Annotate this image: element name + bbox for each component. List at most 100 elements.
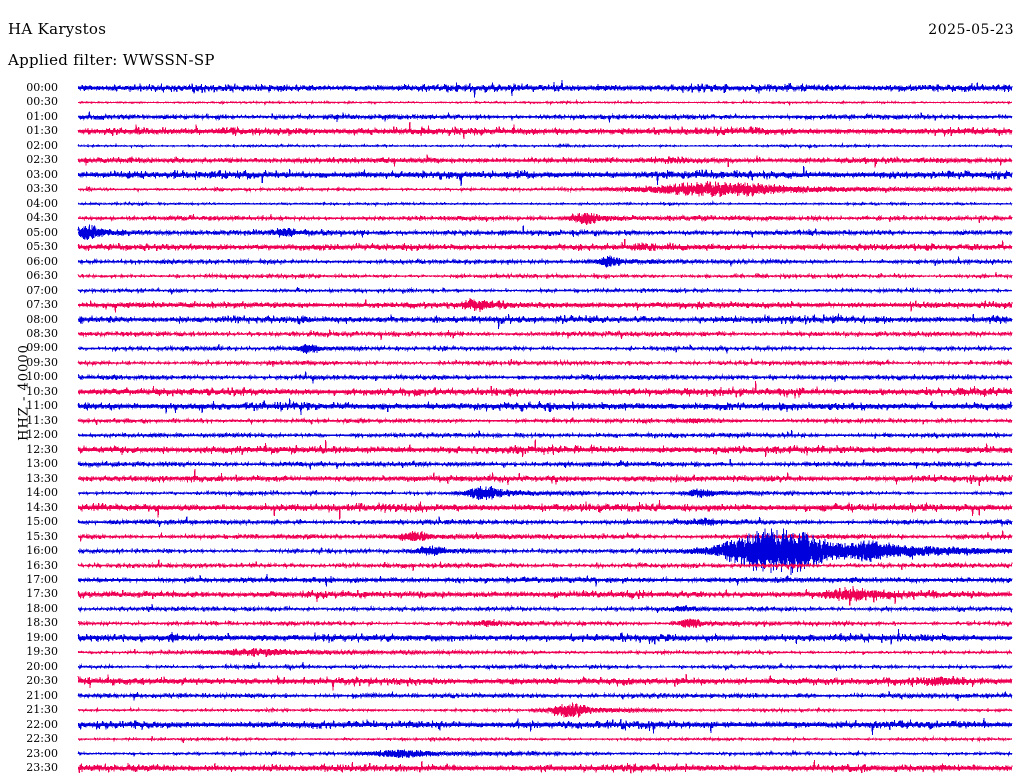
trace-path-07-30 — [77, 298, 1013, 313]
trace-path-00-00 — [77, 80, 1013, 98]
trace-row — [77, 417, 1013, 425]
trace-path-07-00 — [77, 286, 1013, 295]
trace-row — [77, 224, 1013, 240]
time-tick-00-30: 00:30 — [26, 95, 58, 109]
seismogram-plot: 00:00 00:30 01:00 01:30 02:00 02:30 03:00 03:30… — [0, 80, 1024, 776]
trace-row — [77, 255, 1013, 268]
time-tick-14-00: 14:00 — [26, 486, 58, 500]
trace-row — [77, 313, 1013, 330]
trace-row — [77, 329, 1013, 341]
trace-path-16-30 — [77, 559, 1013, 572]
trace-path-22-00 — [77, 718, 1013, 736]
trace-row — [77, 516, 1013, 527]
trace-path-15-30 — [78, 530, 1013, 542]
trace-row — [77, 154, 1013, 168]
time-tick-14-30: 14:30 — [26, 500, 58, 514]
trace-row — [77, 80, 1013, 98]
trace-path-10-30 — [77, 381, 1013, 399]
time-tick-08-30: 08:30 — [26, 326, 58, 340]
time-tick-13-00: 13:00 — [26, 457, 58, 471]
trace-path-09-30 — [77, 358, 1013, 368]
time-tick-05-30: 05:30 — [26, 240, 58, 254]
trace-row — [77, 718, 1013, 736]
time-tick-04-00: 04:00 — [26, 196, 58, 210]
trace-row — [77, 371, 1013, 384]
trace-row — [77, 618, 1013, 629]
trace-row — [77, 271, 1013, 281]
trace-path-20-30 — [77, 673, 1013, 691]
trace-path-01-30 — [77, 121, 1013, 140]
time-tick-02-00: 02:00 — [26, 138, 58, 152]
trace-row — [77, 212, 1013, 225]
trace-row — [77, 604, 1013, 614]
time-tick-11-00: 11:00 — [26, 399, 58, 413]
trace-path-13-30 — [77, 469, 1013, 486]
trace-path-18-30 — [77, 618, 1013, 629]
trace-path-23-00 — [77, 749, 1013, 759]
trace-path-03-30 — [77, 181, 1013, 198]
trace-row — [77, 573, 1013, 587]
trace-row — [77, 528, 1013, 576]
trace-row — [78, 530, 1013, 542]
time-tick-13-30: 13:30 — [26, 471, 58, 485]
time-tick-12-30: 12:30 — [26, 442, 58, 456]
time-tick-18-00: 18:00 — [26, 601, 58, 615]
trace-row — [77, 358, 1013, 368]
trace-path-23-30 — [77, 759, 1013, 774]
trace-row — [77, 648, 1013, 658]
time-tick-17-30: 17:30 — [26, 587, 58, 601]
time-tick-12-00: 12:00 — [26, 428, 58, 442]
trace-row — [77, 673, 1013, 691]
trace-path-05-00 — [77, 224, 1013, 240]
time-tick-09-00: 09:00 — [26, 341, 58, 355]
trace-path-04-30 — [77, 212, 1013, 225]
time-tick-10-30: 10:30 — [26, 384, 58, 398]
time-tick-07-30: 07:30 — [26, 298, 58, 312]
time-tick-19-00: 19:00 — [26, 630, 58, 644]
trace-row — [77, 691, 1013, 701]
trace-row — [77, 702, 1013, 718]
trace-row — [77, 439, 1013, 458]
trace-path-06-30 — [77, 271, 1013, 281]
trace-path-12-00 — [77, 430, 1013, 440]
trace-path-08-30 — [77, 329, 1013, 341]
time-tick-09-30: 09:30 — [26, 355, 58, 369]
page-title: HA Karystos — [8, 20, 107, 38]
time-tick-06-00: 06:00 — [26, 254, 58, 268]
time-tick-02-30: 02:30 — [26, 153, 58, 167]
trace-path-14-00 — [77, 486, 1013, 500]
trace-path-19-00 — [77, 629, 1013, 645]
time-tick-22-00: 22:00 — [26, 717, 58, 731]
trace-path-12-30 — [77, 439, 1013, 458]
trace-row — [77, 121, 1013, 140]
trace-row — [77, 142, 1013, 150]
trace-row — [77, 181, 1013, 198]
time-tick-17-00: 17:00 — [26, 572, 58, 586]
time-tick-23-00: 23:00 — [26, 746, 58, 760]
trace-path-00-30 — [77, 98, 1013, 107]
time-tick-11-30: 11:30 — [26, 413, 58, 427]
trace-path-20-00 — [77, 661, 1013, 671]
time-tick-04-30: 04:30 — [26, 211, 58, 225]
trace-path-09-00 — [77, 343, 1013, 354]
trace-row — [77, 749, 1013, 759]
trace-row — [77, 286, 1013, 295]
trace-path-04-00 — [77, 200, 1013, 208]
trace-row — [77, 629, 1013, 645]
trace-path-21-30 — [77, 702, 1013, 718]
trace-row — [77, 238, 1013, 252]
time-tick-10-00: 10:00 — [26, 370, 58, 384]
trace-row — [77, 166, 1013, 186]
trace-path-17-00 — [77, 573, 1013, 587]
trace-path-17-30 — [77, 585, 1013, 606]
time-tick-06-30: 06:30 — [26, 269, 58, 283]
trace-path-22-30 — [77, 735, 1013, 743]
time-tick-03-00: 03:00 — [26, 167, 58, 181]
time-tick-05-00: 05:00 — [26, 225, 58, 239]
trace-path-01-00 — [77, 111, 1013, 123]
time-tick-19-30: 19:30 — [26, 645, 58, 659]
trace-row — [77, 200, 1013, 208]
time-tick-21-30: 21:30 — [26, 703, 58, 717]
time-tick-22-30: 22:30 — [26, 732, 58, 746]
trace-row — [77, 381, 1013, 399]
